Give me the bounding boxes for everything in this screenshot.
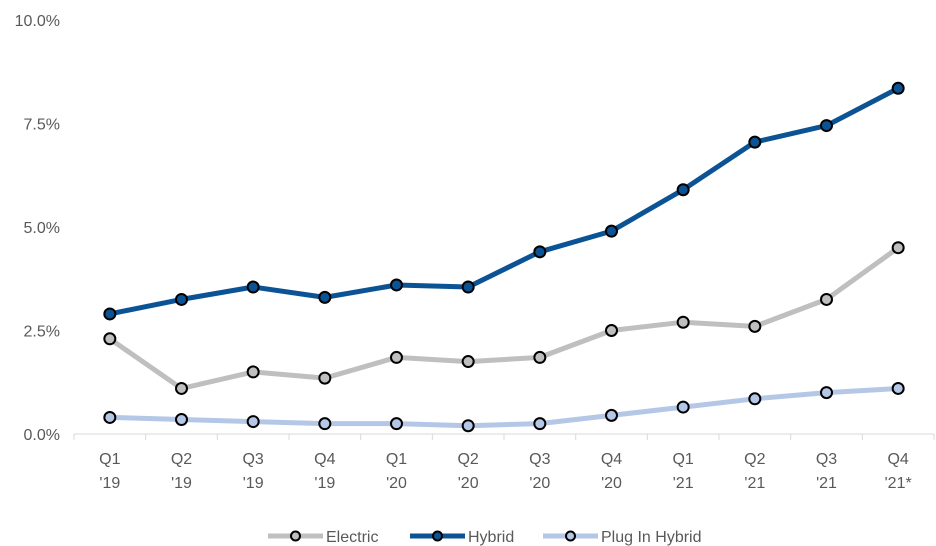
- x-tick-label-line: '20: [458, 475, 479, 492]
- x-tick-label-line: Q2: [744, 451, 765, 468]
- data-point-hybrid: [676, 183, 690, 197]
- legend-label-hybrid: Hybrid: [468, 529, 514, 546]
- y-tick-label: 0.0%: [24, 427, 60, 444]
- data-point-electric: [461, 355, 475, 369]
- legend-marker-electric: [290, 530, 301, 542]
- y-tick-label: 2.5%: [24, 324, 60, 341]
- x-tick-label-line: Q3: [816, 451, 837, 468]
- x-tick-label-line: Q2: [457, 451, 478, 468]
- data-point-hybrid: [318, 290, 332, 304]
- data-point-plug-in-hybrid: [748, 392, 762, 406]
- data-point-hybrid: [461, 280, 475, 294]
- series-points: [103, 81, 905, 433]
- axes: 0.0%2.5%5.0%7.5%10.0%Q1'19Q2'19Q3'19Q4'1…: [15, 13, 935, 492]
- legend-marker-plug-in-hybrid: [565, 530, 576, 542]
- x-tick-label-line: '20: [386, 475, 407, 492]
- x-tick-label-line: Q2: [171, 451, 192, 468]
- x-tick-label-line: '21: [744, 475, 765, 492]
- data-point-plug-in-hybrid: [175, 413, 188, 427]
- data-point-hybrid: [820, 119, 833, 133]
- series-line-electric: [107, 245, 901, 391]
- x-tick-label-line: '21: [816, 475, 837, 492]
- data-point-hybrid: [891, 81, 905, 95]
- data-point-electric: [103, 332, 117, 346]
- x-tick-label-line: Q1: [386, 451, 407, 468]
- x-tick-label-line: '21*: [885, 475, 912, 492]
- data-point-plug-in-hybrid: [318, 417, 332, 431]
- data-point-hybrid: [605, 224, 618, 238]
- y-tick-label: 10.0%: [15, 13, 60, 30]
- data-point-electric: [533, 350, 547, 364]
- series-lines: [107, 85, 901, 429]
- data-point-hybrid: [175, 292, 188, 306]
- data-point-plug-in-hybrid: [533, 417, 547, 431]
- x-tick-label-line: '20: [529, 475, 550, 492]
- data-point-electric: [748, 319, 762, 333]
- series-line-hybrid: [107, 85, 901, 317]
- data-point-hybrid: [246, 280, 260, 294]
- x-tick-label: Q2'20: [457, 451, 478, 492]
- x-tick-label-line: Q4: [314, 451, 335, 468]
- x-tick-label: Q1'20: [386, 451, 407, 492]
- legend-label-electric: Electric: [326, 529, 378, 546]
- x-tick-label-line: Q4: [601, 451, 622, 468]
- x-tick-label: Q4'19: [314, 451, 335, 492]
- data-point-plug-in-hybrid: [103, 410, 117, 424]
- data-point-plug-in-hybrid: [820, 386, 833, 400]
- x-tick-label: Q3'21: [816, 451, 837, 492]
- x-tick-label-line: Q3: [529, 451, 550, 468]
- data-point-plug-in-hybrid: [246, 415, 260, 429]
- x-tick-label: Q3'19: [242, 451, 263, 492]
- legend-label-plug-in-hybrid: Plug In Hybrid: [601, 529, 702, 546]
- data-point-electric: [175, 381, 188, 395]
- series-line-plug-in-hybrid: [107, 386, 901, 429]
- x-tick-label-line: '20: [601, 475, 622, 492]
- x-tick-label-line: '19: [314, 475, 335, 492]
- data-point-electric: [891, 241, 905, 255]
- data-point-hybrid: [533, 245, 547, 259]
- data-point-electric: [820, 292, 833, 306]
- data-point-plug-in-hybrid: [676, 400, 690, 414]
- x-tick-label-line: Q1: [99, 451, 120, 468]
- x-tick-label: Q2'19: [171, 451, 192, 492]
- data-point-electric: [246, 365, 260, 379]
- x-tick-label: Q4 '21*: [885, 451, 912, 492]
- data-point-hybrid: [390, 278, 403, 292]
- data-point-plug-in-hybrid: [461, 419, 475, 433]
- data-point-plug-in-hybrid: [605, 408, 618, 422]
- x-tick-label: Q4'20: [601, 451, 622, 492]
- data-point-hybrid: [748, 135, 762, 149]
- data-point-electric: [318, 371, 332, 385]
- x-tick-label-line: Q4: [887, 451, 908, 468]
- data-point-plug-in-hybrid: [390, 417, 403, 431]
- x-tick-label: Q2'21: [744, 451, 765, 492]
- x-tick-label-line: '19: [99, 475, 120, 492]
- x-tick-label-line: '19: [243, 475, 264, 492]
- data-point-electric: [605, 324, 618, 337]
- x-tick-label: Q1'21: [672, 451, 693, 492]
- legend-marker-hybrid: [432, 530, 443, 542]
- data-point-plug-in-hybrid: [891, 381, 905, 395]
- x-tick-label: Q1'19: [99, 451, 120, 492]
- y-tick-label: 7.5%: [24, 117, 60, 134]
- y-tick-label: 5.0%: [24, 220, 60, 237]
- data-point-electric: [390, 350, 403, 364]
- data-point-hybrid: [103, 307, 117, 321]
- x-tick-label-line: '19: [171, 475, 192, 492]
- data-point-electric: [676, 315, 690, 329]
- legend: Electric Hybrid Plug In Hybrid: [268, 529, 702, 546]
- x-tick-label-line: Q1: [672, 451, 693, 468]
- x-tick-label-line: '21: [673, 475, 694, 492]
- x-tick-label-line: Q3: [242, 451, 263, 468]
- x-tick-label: Q3'20: [529, 451, 550, 492]
